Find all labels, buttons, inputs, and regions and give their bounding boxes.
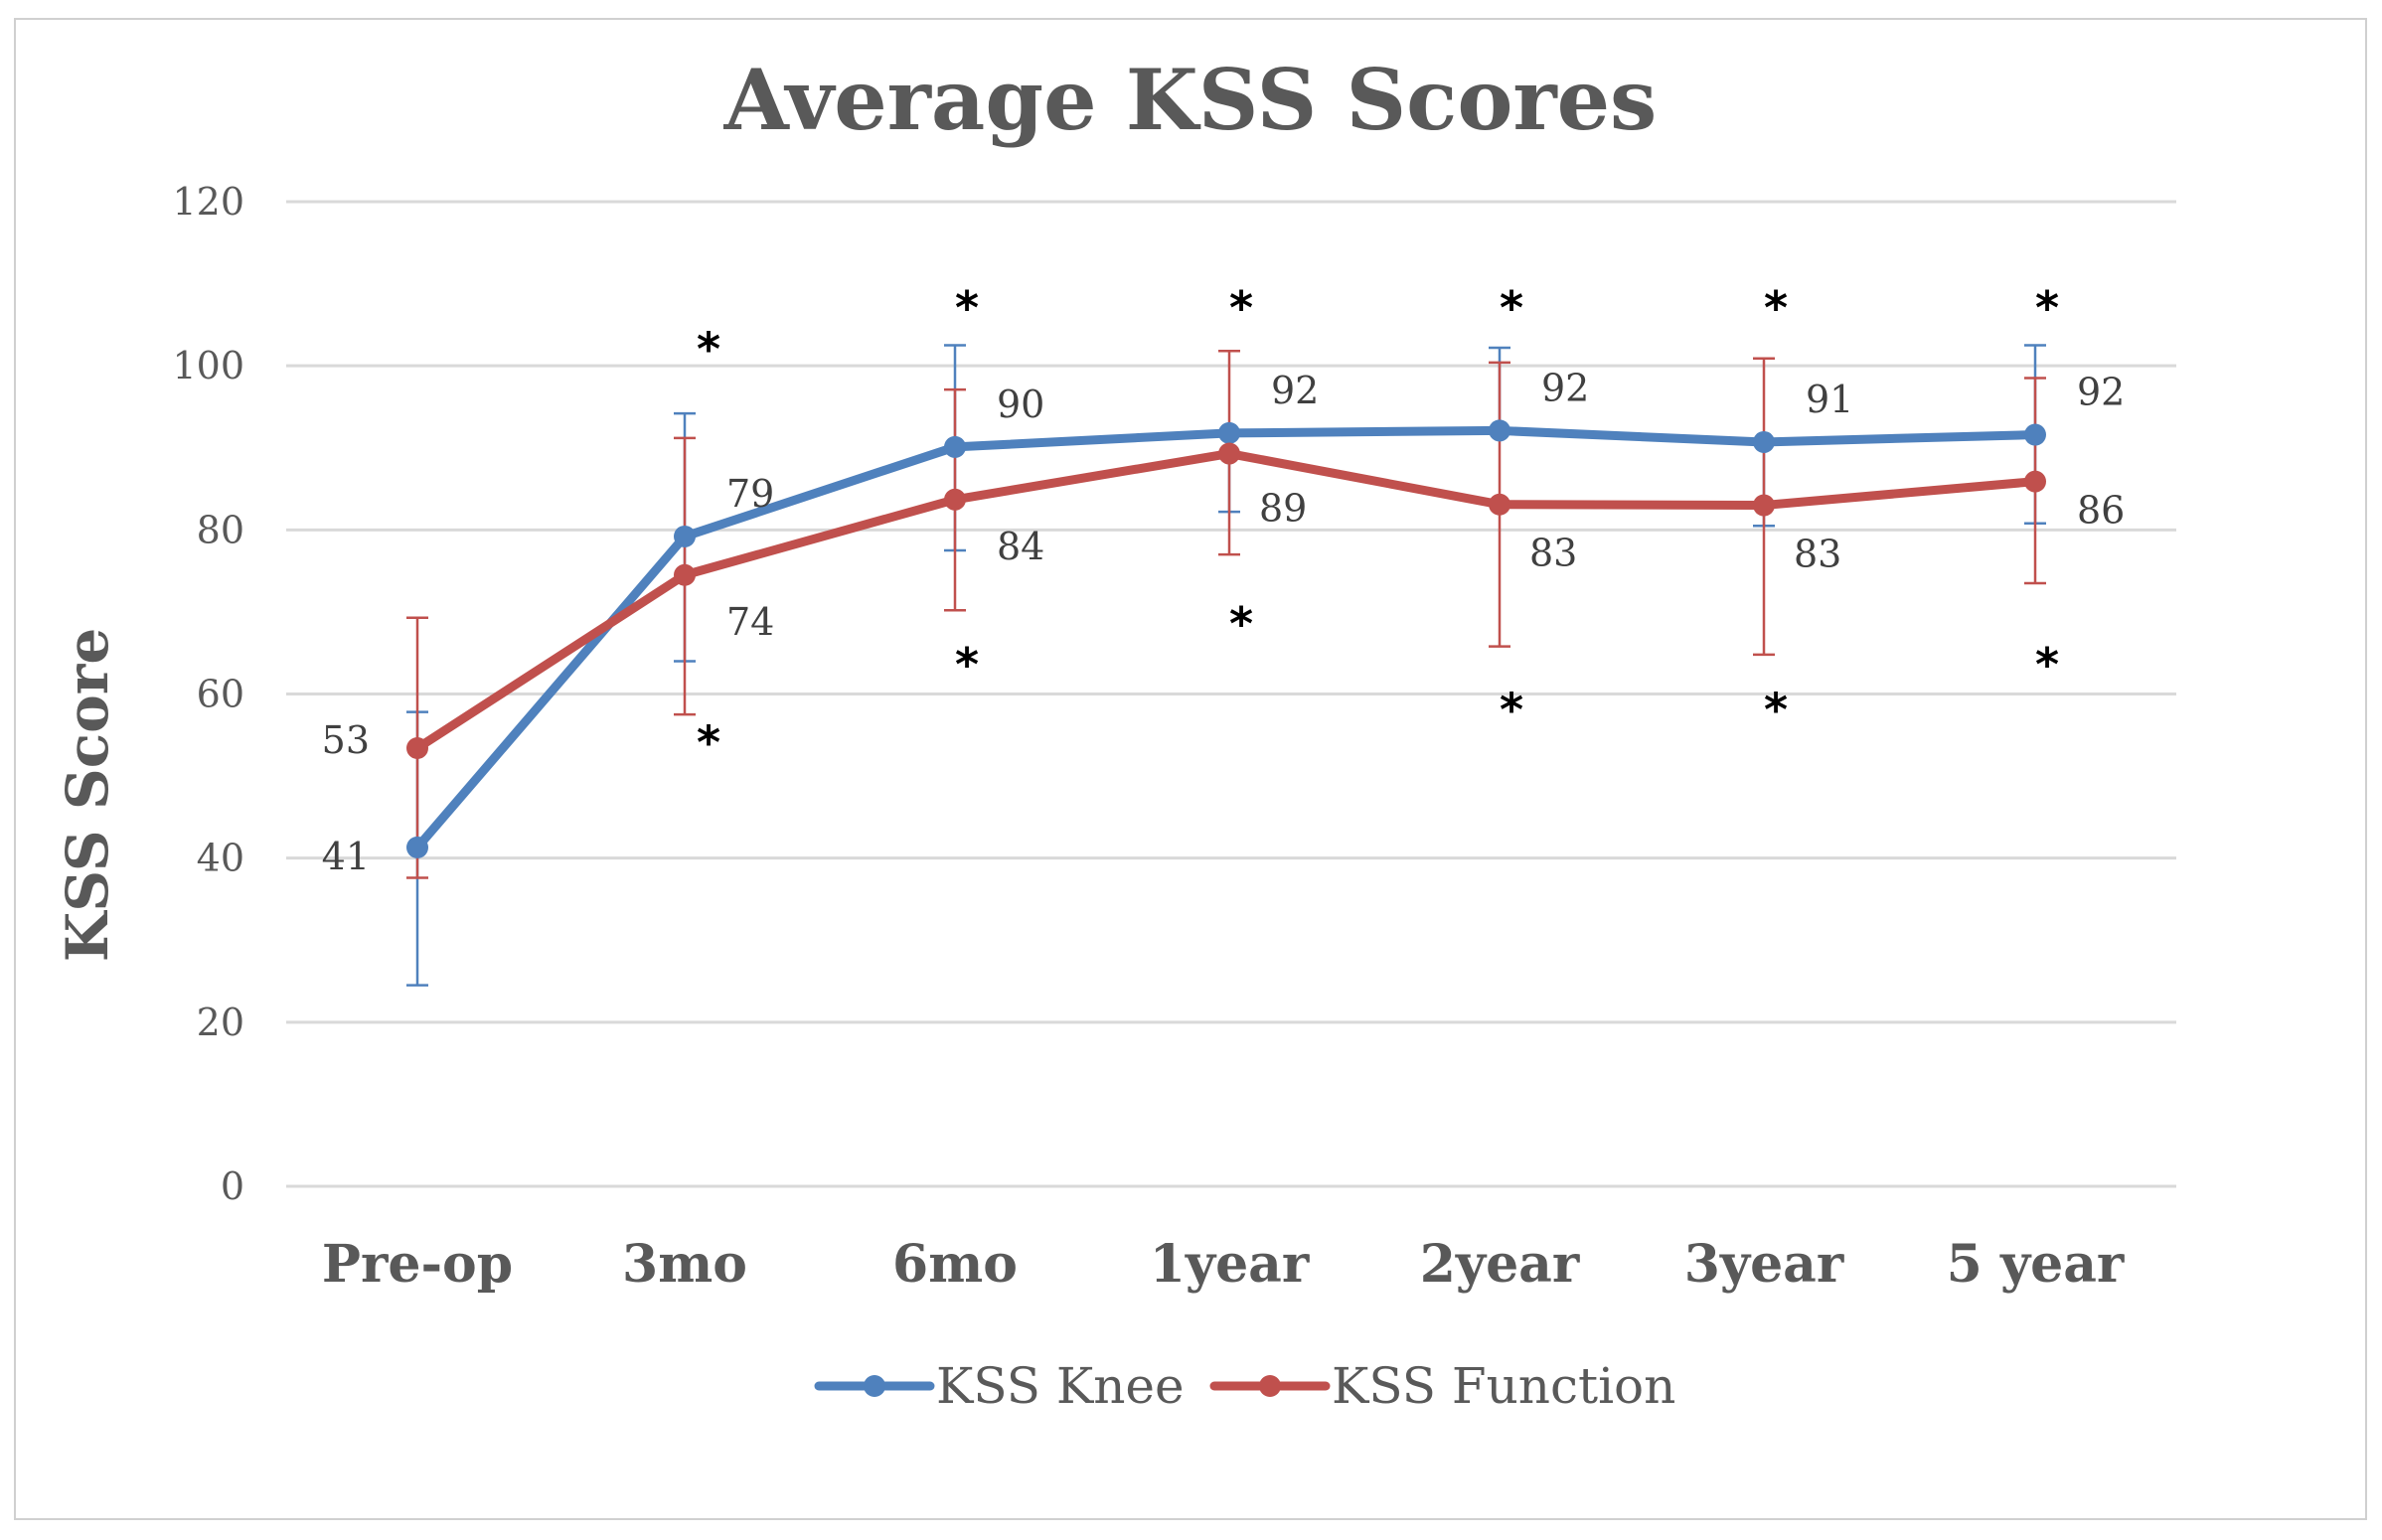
y-axis-label: KSS Score bbox=[54, 628, 121, 962]
data-point-kss-function bbox=[1489, 493, 1510, 516]
y-tick-label: 40 bbox=[197, 837, 244, 880]
significance-star: * bbox=[1229, 597, 1253, 651]
x-tick-label: 6mo bbox=[892, 1234, 1018, 1295]
significance-star: * bbox=[955, 281, 979, 335]
chart-title: Average KSS Scores bbox=[723, 51, 1658, 149]
legend-marker-kss-function bbox=[1259, 1375, 1281, 1397]
data-point-kss-function bbox=[674, 563, 696, 586]
data-label-kss-knee: 41 bbox=[322, 835, 370, 878]
significance-marks: * * * * * * * * * * * * bbox=[697, 281, 2059, 770]
series-lines bbox=[406, 419, 2046, 858]
data-label-kss-function: 83 bbox=[1529, 532, 1577, 575]
data-label-kss-function: 53 bbox=[322, 718, 370, 762]
data-point-kss-knee bbox=[1489, 419, 1510, 442]
x-tick-label: 3mo bbox=[622, 1234, 747, 1295]
series-line-kss-function bbox=[412, 449, 2040, 753]
x-tick-label: 1year bbox=[1150, 1234, 1310, 1295]
data-point-kss-function bbox=[406, 737, 428, 760]
significance-star: * bbox=[1764, 281, 1788, 335]
chart-frame: Average KSS Scores KSS Score 0 20 40 60 80 10… bbox=[14, 18, 2367, 1520]
chart-svg: Average KSS Scores KSS Score 0 20 40 60 80 10… bbox=[54, 51, 2176, 1415]
x-tick-label: Pre-op bbox=[322, 1234, 513, 1295]
significance-star: * bbox=[2035, 281, 2059, 335]
data-point-kss-knee bbox=[674, 525, 696, 547]
significance-star: * bbox=[1500, 684, 1523, 737]
data-labels: 41 79 90 92 92 91 92 53 74 84 89 83 83 86 bbox=[322, 366, 2126, 878]
x-tick-labels: Pre-op 3mo 6mo 1year 2year 3year 5 year bbox=[322, 1234, 2125, 1295]
data-label-kss-knee: 79 bbox=[726, 472, 774, 516]
data-point-kss-knee bbox=[2024, 423, 2046, 446]
y-tick-label: 100 bbox=[172, 344, 244, 387]
data-label-kss-knee: 90 bbox=[997, 383, 1044, 426]
legend-marker-kss-knee bbox=[864, 1375, 885, 1397]
data-point-kss-function bbox=[2024, 470, 2046, 493]
data-point-kss-function bbox=[1753, 494, 1775, 517]
significance-star: * bbox=[697, 322, 720, 376]
data-label-kss-knee: 92 bbox=[1271, 369, 1319, 412]
significance-star: * bbox=[1500, 281, 1523, 335]
data-point-kss-function bbox=[944, 488, 966, 511]
significance-star: * bbox=[955, 638, 979, 692]
y-tick-label: 120 bbox=[172, 180, 244, 224]
data-label-kss-function: 83 bbox=[1794, 533, 1841, 576]
y-tick-label: 80 bbox=[197, 508, 244, 551]
data-point-kss-function bbox=[1218, 442, 1240, 465]
series-line-kss-knee bbox=[412, 425, 2040, 852]
significance-star: * bbox=[1764, 684, 1788, 737]
data-point-kss-knee bbox=[944, 435, 966, 458]
significance-star: * bbox=[2035, 638, 2059, 692]
data-point-kss-knee bbox=[1218, 421, 1240, 444]
data-label-kss-function: 86 bbox=[2077, 489, 2125, 533]
data-point-kss-knee bbox=[406, 836, 428, 858]
data-label-kss-function: 89 bbox=[1259, 487, 1307, 531]
y-tick-label: 0 bbox=[221, 1164, 244, 1208]
x-tick-label: 5 year bbox=[1947, 1234, 2125, 1295]
legend: KSS Knee KSS Function bbox=[814, 1357, 1675, 1415]
data-point-kss-knee bbox=[1753, 430, 1775, 453]
data-label-kss-function: 84 bbox=[997, 525, 1044, 568]
significance-star: * bbox=[697, 716, 720, 770]
y-tick-labels: 0 20 40 60 80 100 120 bbox=[172, 180, 244, 1208]
y-tick-label: 60 bbox=[197, 673, 244, 716]
y-tick-label: 20 bbox=[197, 1001, 244, 1044]
legend-label-kss-knee: KSS Knee bbox=[936, 1357, 1185, 1415]
data-label-kss-function: 74 bbox=[726, 600, 774, 644]
x-tick-label: 2year bbox=[1420, 1234, 1580, 1295]
gridlines bbox=[286, 200, 2176, 1188]
data-label-kss-knee: 91 bbox=[1806, 378, 1853, 421]
legend-label-kss-function: KSS Function bbox=[1332, 1357, 1675, 1415]
x-tick-label: 3year bbox=[1684, 1234, 1844, 1295]
data-label-kss-knee: 92 bbox=[1541, 366, 1589, 409]
significance-star: * bbox=[1229, 281, 1253, 335]
data-label-kss-knee: 92 bbox=[2077, 371, 2125, 414]
